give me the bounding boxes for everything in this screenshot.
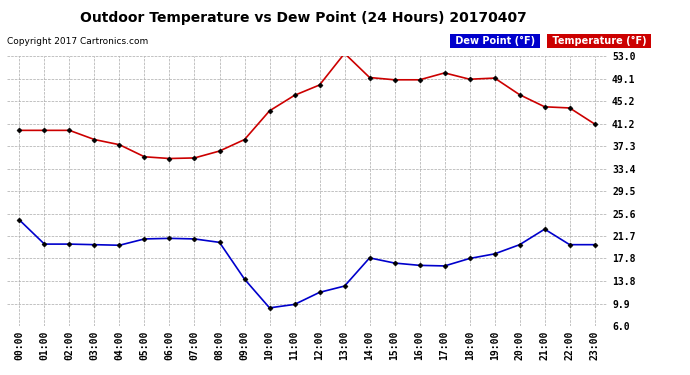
Text: Dew Point (°F): Dew Point (°F)	[452, 36, 538, 46]
Text: Outdoor Temperature vs Dew Point (24 Hours) 20170407: Outdoor Temperature vs Dew Point (24 Hou…	[80, 11, 527, 25]
Text: Copyright 2017 Cartronics.com: Copyright 2017 Cartronics.com	[7, 38, 148, 46]
Text: Temperature (°F): Temperature (°F)	[549, 36, 649, 46]
